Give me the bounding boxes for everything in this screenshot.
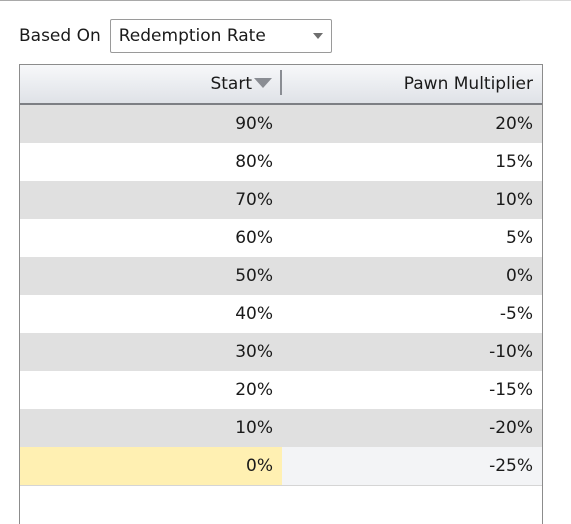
cell-pawn-multiplier[interactable]: 20% <box>495 114 533 134</box>
table-row[interactable]: 70% 10% <box>20 181 542 219</box>
column-header-start[interactable]: Start <box>20 65 280 103</box>
table-row[interactable]: 60% 5% <box>20 219 542 257</box>
table-row[interactable]: 20% -15% <box>20 371 542 409</box>
cell-start[interactable]: 10% <box>235 418 273 438</box>
column-header-pawn-multiplier-label: Pawn Multiplier <box>403 74 533 94</box>
cell-start[interactable]: 20% <box>235 380 273 400</box>
table-row[interactable]: 10% -20% <box>20 409 542 447</box>
based-on-label: Based On <box>19 26 101 46</box>
table-row[interactable]: 40% -5% <box>20 295 542 333</box>
chevron-down-icon <box>312 33 323 39</box>
table-row[interactable]: 30% -10% <box>20 333 542 371</box>
cell-pawn-multiplier[interactable]: 5% <box>506 228 533 248</box>
window-top-border <box>0 0 520 1</box>
cell-start[interactable]: 40% <box>235 304 273 324</box>
cell-pawn-multiplier[interactable]: -20% <box>489 418 533 438</box>
cell-pawn-multiplier[interactable]: 10% <box>495 190 533 210</box>
window-top-border-light <box>520 0 571 1</box>
based-on-dropdown-value: Redemption Rate <box>118 26 266 46</box>
cell-start[interactable]: 80% <box>235 152 273 172</box>
grid-body: 90% 20% 80% 15% 70% 10% 60% 5% 50% 0% 40% -5% 30% -10… <box>20 105 542 486</box>
column-header-start-label: Start <box>210 74 252 94</box>
table-row[interactable]: 50% 0% <box>20 257 542 295</box>
cell-start[interactable]: 30% <box>235 342 273 362</box>
sort-descending-icon[interactable] <box>254 78 272 88</box>
cell-start[interactable]: 0% <box>20 447 282 485</box>
pawn-multiplier-grid: Start Pawn Multiplier 90% 20% 80% 15% 70% 10%… <box>19 64 543 524</box>
based-on-dropdown[interactable]: Redemption Rate <box>109 19 332 53</box>
cell-pawn-multiplier[interactable]: -10% <box>489 342 533 362</box>
cell-pawn-multiplier[interactable]: 0% <box>506 266 533 286</box>
table-row[interactable]: 0% -25% <box>20 447 542 486</box>
cell-pawn-multiplier[interactable]: -5% <box>499 304 533 324</box>
cell-start[interactable]: 70% <box>235 190 273 210</box>
table-row[interactable]: 90% 20% <box>20 105 542 143</box>
cell-start[interactable]: 60% <box>235 228 273 248</box>
cell-start[interactable]: 90% <box>235 114 273 134</box>
cell-start[interactable]: 50% <box>235 266 273 286</box>
column-resize-handle[interactable] <box>280 70 282 95</box>
grid-header: Start Pawn Multiplier <box>20 65 542 105</box>
cell-pawn-multiplier[interactable]: -15% <box>489 380 533 400</box>
table-row[interactable]: 80% 15% <box>20 143 542 181</box>
based-on-row: Based On Redemption Rate <box>19 18 332 54</box>
cell-pawn-multiplier[interactable]: 15% <box>495 152 533 172</box>
column-header-pawn-multiplier[interactable]: Pawn Multiplier <box>280 65 542 103</box>
cell-pawn-multiplier[interactable]: -25% <box>282 447 542 485</box>
